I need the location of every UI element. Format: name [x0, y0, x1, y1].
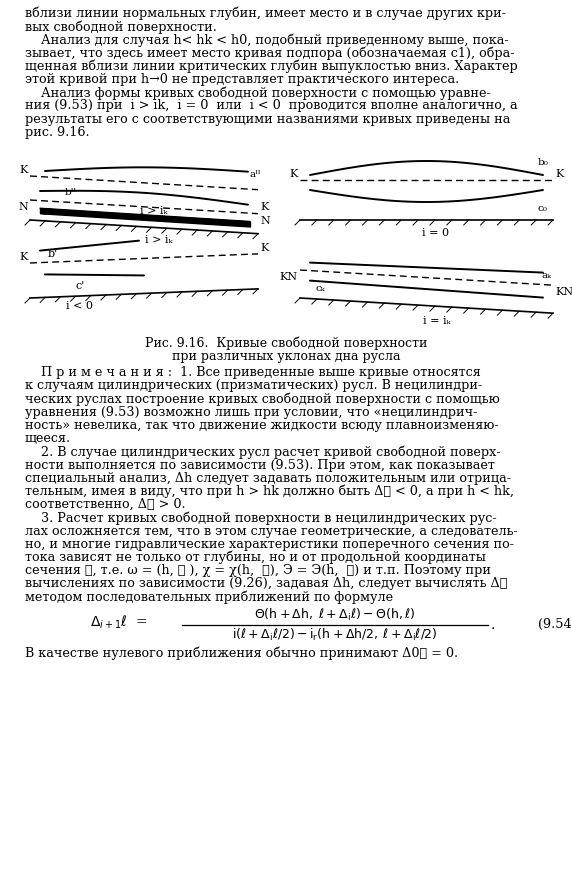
- Text: лах осложняется тем, что в этом случае геометрические, а следователь-: лах осложняется тем, что в этом случае г…: [25, 525, 518, 537]
- Text: ния (9.53) при  i > ik,  i = 0  или  i < 0  проводится вполне аналогично, а: ния (9.53) при i > ik, i = 0 или i < 0 п…: [25, 99, 518, 113]
- Text: $\mathsf{\Theta(h + \Delta h,\; \ell + \Delta_i\ell) - \Theta(h,\ell)}$: $\mathsf{\Theta(h + \Delta h,\; \ell + \…: [254, 607, 416, 623]
- Text: K: K: [260, 202, 268, 212]
- Text: K: K: [19, 165, 28, 175]
- Text: щенная вблизи линии критических глубин выпуклостью вниз. Характер: щенная вблизи линии критических глубин в…: [25, 60, 518, 73]
- Text: K: K: [260, 243, 268, 253]
- Text: при различных уклонах дна русла: при различных уклонах дна русла: [172, 350, 400, 363]
- Text: уравнения (9.53) возможно лишь при условии, что «нецилиндрич-: уравнения (9.53) возможно лишь при услов…: [25, 406, 478, 418]
- Text: b': b': [48, 249, 58, 259]
- Text: Рис. 9.16.  Кривые свободной поверхности: Рис. 9.16. Кривые свободной поверхности: [145, 336, 427, 350]
- Text: cₖ: cₖ: [315, 284, 325, 293]
- Text: зывает, что здесь имеет место кривая подпора (обозначаемая c1), обра-: зывает, что здесь имеет место кривая под…: [25, 46, 514, 60]
- Text: П р и м е ч а н и я :  1. Все приведенные выше кривые относятся: П р и м е ч а н и я : 1. Все приведенные…: [25, 367, 480, 379]
- Text: 2. В случае цилиндрических русл расчет кривой свободной поверх-: 2. В случае цилиндрических русл расчет к…: [25, 445, 500, 459]
- Text: щееся.: щееся.: [25, 432, 71, 445]
- Text: i < 0: i < 0: [66, 301, 93, 311]
- Text: результаты его с соответствующими названиями кривых приведены на: результаты его с соответствующими назван…: [25, 113, 510, 125]
- Text: но, и многие гидравлические характеристики поперечного сечения по-: но, и многие гидравлические характеристи…: [25, 538, 514, 551]
- Text: KN: KN: [280, 272, 298, 282]
- Text: сечения ℓ, т.е. ω = (h, ℓ ), χ = χ(h,  ℓ), Э = Э(h,  ℓ) и т.п. Поэтому при: сечения ℓ, т.е. ω = (h, ℓ ), χ = χ(h, ℓ)…: [25, 564, 491, 578]
- Text: ческих руслах построение кривых свободной поверхности с помощью: ческих руслах построение кривых свободно…: [25, 392, 500, 406]
- Text: N: N: [18, 202, 28, 212]
- Text: .: .: [490, 618, 494, 632]
- Text: Анализ для случая h< hk < h0, подобный приведенному выше, пока-: Анализ для случая h< hk < h0, подобный п…: [25, 33, 509, 46]
- Text: этой кривой при h→0 не представляет практического интереса.: этой кривой при h→0 не представляет прак…: [25, 73, 459, 86]
- Text: c': c': [75, 281, 85, 291]
- Text: вычислениях по зависимости (9.26), задавая Δh, следует вычислять Δℓ: вычислениях по зависимости (9.26), задав…: [25, 578, 507, 590]
- Text: вых свободной поверхности.: вых свободной поверхности.: [25, 21, 217, 34]
- Text: рис. 9.16.: рис. 9.16.: [25, 126, 90, 139]
- Text: специальный анализ, Δh следует задавать положительным или отрица-: специальный анализ, Δh следует задавать …: [25, 472, 511, 485]
- Text: N: N: [260, 215, 270, 225]
- Text: соответственно, Δℓ > 0.: соответственно, Δℓ > 0.: [25, 498, 186, 511]
- Text: i = iₖ: i = iₖ: [423, 316, 450, 325]
- Text: b₀: b₀: [538, 158, 549, 167]
- Text: к случаям цилиндрических (призматических) русл. В нецилиндри-: к случаям цилиндрических (призматических…: [25, 379, 482, 392]
- Text: ности выполняется по зависимости (9.53). При этом, как показывает: ности выполняется по зависимости (9.53).…: [25, 459, 495, 471]
- Text: i > iₖ: i > iₖ: [140, 206, 168, 216]
- Text: KN: KN: [555, 287, 572, 297]
- Text: cᴵᴵ: cᴵᴵ: [42, 208, 53, 217]
- Text: методом последовательных приближений по формуле: методом последовательных приближений по …: [25, 591, 393, 604]
- Text: 3. Расчет кривых свободной поверхности в нецилиндрических рус-: 3. Расчет кривых свободной поверхности в…: [25, 511, 496, 525]
- Text: bᴵᴵ: bᴵᴵ: [65, 188, 77, 197]
- Text: тока зависят не только от глубины, но и от продольной координаты: тока зависят не только от глубины, но и …: [25, 551, 486, 564]
- Text: ность» невелика, так что движение жидкости всюду плавноизменяю-: ность» невелика, так что движение жидкос…: [25, 419, 499, 432]
- Text: (9.54): (9.54): [538, 619, 572, 631]
- Text: K: K: [555, 169, 563, 179]
- Text: вблизи линии нормальных глубин, имеет место и в случае других кри-: вблизи линии нормальных глубин, имеет ме…: [25, 7, 506, 21]
- Text: c₀: c₀: [538, 204, 548, 213]
- Text: $\mathsf{i(\ell + \Delta_i\ell/2) - i_r(h + \Delta h/2,\; \ell + \Delta_i\ell/2): $\mathsf{i(\ell + \Delta_i\ell/2) - i_r(…: [232, 627, 438, 643]
- Text: aₖ: aₖ: [541, 271, 551, 280]
- Text: $\Delta_{i+1}\ell$  =: $\Delta_{i+1}\ell$ =: [90, 614, 148, 631]
- Text: Анализ формы кривых свободной поверхности с помощью уравне-: Анализ формы кривых свободной поверхност…: [25, 86, 491, 100]
- Text: В качестве нулевого приближения обычно принимают Δ0ℓ = 0.: В качестве нулевого приближения обычно п…: [25, 646, 458, 661]
- Text: i > iₖ: i > iₖ: [145, 235, 173, 245]
- Text: тельным, имея в виду, что при h > hk должно быть Δℓ < 0, а при h < hk,: тельным, имея в виду, что при h > hk дол…: [25, 485, 514, 499]
- Text: K: K: [19, 252, 28, 262]
- Text: K: K: [289, 169, 298, 179]
- Text: aᴵᴵ: aᴵᴵ: [250, 170, 261, 179]
- Text: i = 0: i = 0: [423, 228, 450, 238]
